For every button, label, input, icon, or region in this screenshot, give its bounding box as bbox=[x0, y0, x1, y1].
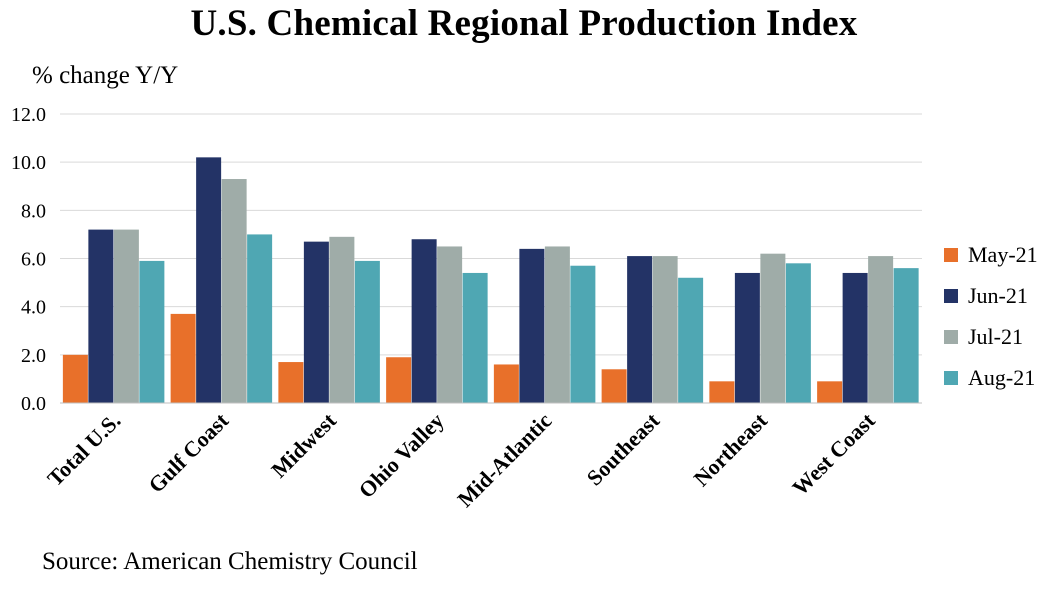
y-tick-label: 8.0 bbox=[21, 200, 46, 222]
legend-label: May-21 bbox=[968, 242, 1038, 267]
bar-jul-21 bbox=[221, 179, 247, 403]
bar-jul-21 bbox=[652, 256, 678, 403]
y-axis-label: % change Y/Y bbox=[32, 62, 179, 89]
bar-may-21 bbox=[493, 364, 519, 403]
chart-title: U.S. Chemical Regional Production Index bbox=[190, 3, 858, 44]
bar-aug-21 bbox=[354, 260, 380, 403]
bar-aug-21 bbox=[139, 260, 165, 403]
legend-swatch bbox=[944, 330, 958, 344]
bar-may-21 bbox=[62, 354, 88, 403]
y-tick-label: 6.0 bbox=[21, 249, 46, 271]
legend-swatch bbox=[944, 289, 958, 303]
bar-jul-21 bbox=[329, 236, 355, 403]
bar-jun-21 bbox=[88, 229, 114, 403]
y-tick-label: 10.0 bbox=[11, 152, 46, 174]
x-tick-label: Ohio Valley bbox=[354, 408, 449, 503]
source-note: Source: American Chemistry Council bbox=[42, 548, 418, 575]
bar-jun-21 bbox=[196, 157, 222, 403]
x-tick-label: Mid-Atlantic bbox=[452, 408, 556, 512]
legend: May-21 Jun-21 Jul-21 Aug-21 bbox=[944, 242, 1038, 390]
bar-jul-21 bbox=[760, 253, 786, 403]
y-tick-label: 4.0 bbox=[21, 297, 46, 319]
bar-aug-21 bbox=[247, 234, 273, 403]
bar-jul-21 bbox=[113, 229, 139, 403]
bar-jun-21 bbox=[734, 272, 760, 403]
bar-jul-21 bbox=[868, 256, 894, 403]
bar-may-21 bbox=[278, 362, 304, 403]
legend-swatch bbox=[944, 248, 958, 262]
bar-may-21 bbox=[817, 381, 843, 403]
bar-jun-21 bbox=[303, 241, 329, 403]
y-tick-label: 12.0 bbox=[11, 104, 46, 126]
bar-aug-21 bbox=[785, 263, 811, 403]
legend-label: Jun-21 bbox=[968, 283, 1028, 308]
x-tick-label: Southeast bbox=[582, 407, 665, 490]
legend-swatch bbox=[944, 371, 958, 385]
x-tick-label: Total U.S. bbox=[42, 408, 125, 491]
legend-label: Jul-21 bbox=[968, 324, 1023, 349]
bars bbox=[62, 157, 919, 403]
bar-jul-21 bbox=[437, 246, 463, 403]
bar-jun-21 bbox=[519, 248, 545, 403]
bar-jun-21 bbox=[842, 272, 868, 403]
bar-jul-21 bbox=[544, 246, 570, 403]
y-tick-label: 0.0 bbox=[21, 393, 46, 415]
bar-jun-21 bbox=[411, 239, 437, 403]
legend-label: Aug-21 bbox=[968, 365, 1035, 390]
bar-may-21 bbox=[386, 357, 412, 403]
bar-aug-21 bbox=[462, 272, 488, 403]
bar-may-21 bbox=[601, 369, 627, 403]
y-tick-label: 2.0 bbox=[21, 345, 46, 367]
bar-may-21 bbox=[170, 313, 196, 403]
bar-aug-21 bbox=[678, 277, 704, 403]
bar-jun-21 bbox=[627, 256, 653, 403]
x-tick-label: West Coast bbox=[787, 407, 880, 500]
x-tick-label: Northeast bbox=[689, 407, 773, 491]
bar-aug-21 bbox=[570, 265, 596, 403]
bar-aug-21 bbox=[893, 268, 919, 403]
x-tick-label: Gulf Coast bbox=[143, 407, 233, 497]
x-tick-label: Midwest bbox=[266, 407, 341, 482]
bar-may-21 bbox=[709, 381, 735, 403]
